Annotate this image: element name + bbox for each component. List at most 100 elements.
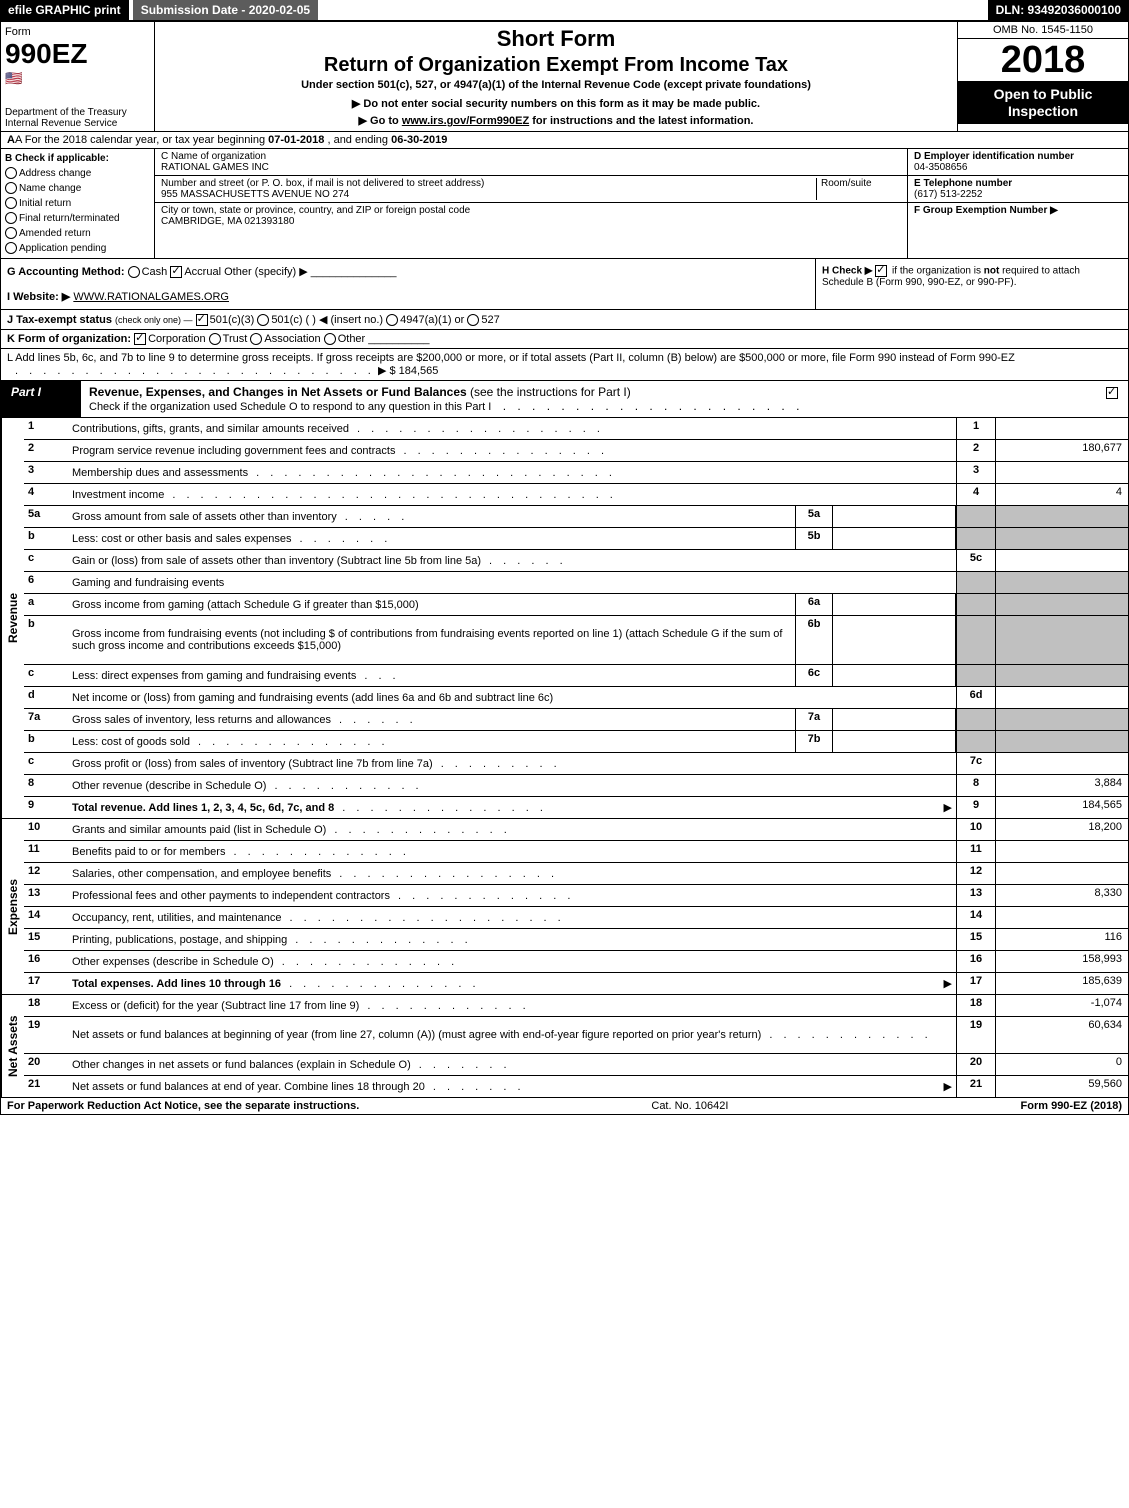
ein-value: 04-3508656 xyxy=(914,162,967,173)
line-19: 19 Net assets or fund balances at beginn… xyxy=(24,1017,1128,1054)
paperwork-notice: For Paperwork Reduction Act Notice, see … xyxy=(7,1100,359,1112)
efile-print-button[interactable]: efile GRAPHIC print xyxy=(0,0,129,20)
city-label: City or town, state or province, country… xyxy=(161,205,470,216)
header-left: Form 990EZ 🇺🇸 Department of the Treasury… xyxy=(1,22,155,131)
line-7b: b Less: cost of goods sold. . . . . . . … xyxy=(24,731,1128,753)
gross-receipts-value: $ 184,565 xyxy=(389,365,438,377)
tax-year: 2018 xyxy=(958,39,1128,82)
street-label: Number and street (or P. O. box, if mail… xyxy=(161,178,484,189)
col-b-checkboxes: B Check if applicable: Address change Na… xyxy=(1,149,155,258)
association-radio[interactable] xyxy=(250,333,262,345)
501c3-checkbox[interactable] xyxy=(196,314,208,326)
phone-label: E Telephone number xyxy=(914,178,1012,189)
line-15: 15 Printing, publications, postage, and … xyxy=(24,929,1128,951)
expenses-side-label: Expenses xyxy=(1,819,24,994)
line-6: 6 Gaming and fundraising events xyxy=(24,572,1128,594)
line-18: 18 Excess or (deficit) for the year (Sub… xyxy=(24,995,1128,1017)
accrual-checkbox[interactable] xyxy=(170,266,182,278)
department-label: Department of the Treasury Internal Reve… xyxy=(5,107,127,129)
line-5a: 5a Gross amount from sale of assets othe… xyxy=(24,506,1128,528)
part1-header: Part I Revenue, Expenses, and Changes in… xyxy=(0,381,1129,418)
accounting-method: G Accounting Method: Cash Accrual Other … xyxy=(1,259,816,309)
schedule-o-checkbox[interactable] xyxy=(1106,387,1118,399)
527-radio[interactable] xyxy=(467,314,479,326)
line-5b: b Less: cost or other basis and sales ex… xyxy=(24,528,1128,550)
revenue-rows: 1 Contributions, gifts, grants, and simi… xyxy=(24,418,1128,818)
cat-number: Cat. No. 10642I xyxy=(359,1100,1020,1112)
org-name: RATIONAL GAMES INC xyxy=(161,162,269,173)
netassets-rows: 18 Excess or (deficit) for the year (Sub… xyxy=(24,995,1128,1097)
room-label: Room/suite xyxy=(821,178,872,189)
city-value: CAMBRIDGE, MA 021393180 xyxy=(161,216,294,227)
row-j-tax-status: J Tax-exempt status (check only one) — 5… xyxy=(0,310,1129,330)
street-value: 955 MASSACHUSETTS AVENUE NO 274 xyxy=(161,189,349,200)
donot-enter: ▶ Do not enter social security numbers o… xyxy=(161,97,951,110)
form-number: 990EZ xyxy=(5,38,150,70)
form-header: Form 990EZ 🇺🇸 Department of the Treasury… xyxy=(0,21,1129,132)
part1-title: Revenue, Expenses, and Changes in Net As… xyxy=(81,381,1098,417)
website-label: I Website: ▶ xyxy=(7,291,70,303)
final-return-checkbox[interactable] xyxy=(5,212,17,224)
part1-checkbox-cell xyxy=(1098,381,1128,417)
line-6a: a Gross income from gaming (attach Sched… xyxy=(24,594,1128,616)
initial-return-checkbox[interactable] xyxy=(5,197,17,209)
application-pending-checkbox[interactable] xyxy=(5,242,17,254)
trust-radio[interactable] xyxy=(209,333,221,345)
short-form-title: Short Form xyxy=(161,26,951,52)
open-public-badge: Open to Public Inspection xyxy=(958,82,1128,124)
line-8: 8 Other revenue (describe in Schedule O)… xyxy=(24,775,1128,797)
row-gh: G Accounting Method: Cash Accrual Other … xyxy=(0,259,1129,310)
cash-radio[interactable] xyxy=(128,266,140,278)
line-14: 14 Occupancy, rent, utilities, and maint… xyxy=(24,907,1128,929)
line-7a: 7a Gross sales of inventory, less return… xyxy=(24,709,1128,731)
line-1: 1 Contributions, gifts, grants, and simi… xyxy=(24,418,1128,440)
line-9: 9 Total revenue. Add lines 1, 2, 3, 4, 5… xyxy=(24,797,1128,818)
top-bar: efile GRAPHIC print Submission Date - 20… xyxy=(0,0,1129,21)
netassets-section: Net Assets 18 Excess or (deficit) for th… xyxy=(0,995,1129,1098)
expenses-section: Expenses 10 Grants and similar amounts p… xyxy=(0,819,1129,995)
line-13: 13 Professional fees and other payments … xyxy=(24,885,1128,907)
form-word: Form xyxy=(5,26,150,38)
section-bcdef: B Check if applicable: Address change Na… xyxy=(0,149,1129,259)
irs-link[interactable]: www.irs.gov/Form990EZ xyxy=(402,115,529,127)
header-right: OMB No. 1545-1150 2018 Open to Public In… xyxy=(958,22,1128,131)
schedule-b-checkbox[interactable] xyxy=(875,265,887,277)
form-version: Form 990-EZ (2018) xyxy=(1021,1100,1122,1112)
address-change-checkbox[interactable] xyxy=(5,167,17,179)
line-17: 17 Total expenses. Add lines 10 through … xyxy=(24,973,1128,994)
goto-instructions: ▶ Go to www.irs.gov/Form990EZ for instru… xyxy=(161,114,951,127)
page-footer: For Paperwork Reduction Act Notice, see … xyxy=(0,1098,1129,1115)
group-exemption-label: F Group Exemption Number ▶ xyxy=(914,205,1058,216)
line-5c: c Gain or (loss) from sale of assets oth… xyxy=(24,550,1128,572)
dln-label: DLN: 93492036000100 xyxy=(988,0,1129,20)
line-4: 4 Investment income. . . . . . . . . . .… xyxy=(24,484,1128,506)
return-title: Return of Organization Exempt From Incom… xyxy=(161,54,951,77)
phone-value: (617) 513-2252 xyxy=(914,189,982,200)
line-2: 2 Program service revenue including gove… xyxy=(24,440,1128,462)
line-7c: c Gross profit or (loss) from sales of i… xyxy=(24,753,1128,775)
revenue-section: Revenue 1 Contributions, gifts, grants, … xyxy=(0,418,1129,819)
name-change-checkbox[interactable] xyxy=(5,182,17,194)
col-def: D Employer identification number 04-3508… xyxy=(908,149,1128,258)
line-21: 21 Net assets or fund balances at end of… xyxy=(24,1076,1128,1097)
submission-date-button[interactable]: Submission Date - 2020-02-05 xyxy=(133,0,318,20)
line-6c: c Less: direct expenses from gaming and … xyxy=(24,665,1128,687)
line-16: 16 Other expenses (describe in Schedule … xyxy=(24,951,1128,973)
other-org-radio[interactable] xyxy=(324,333,336,345)
line-6b: b Gross income from fundraising events (… xyxy=(24,616,1128,665)
row-l-gross-receipts: L Add lines 5b, 6c, and 7b to line 9 to … xyxy=(0,349,1129,381)
line-20: 20 Other changes in net assets or fund b… xyxy=(24,1054,1128,1076)
line-10: 10 Grants and similar amounts paid (list… xyxy=(24,819,1128,841)
501c-radio[interactable] xyxy=(257,314,269,326)
website-link[interactable]: WWW.RATIONALGAMES.ORG xyxy=(73,291,229,303)
line-12: 12 Salaries, other compensation, and emp… xyxy=(24,863,1128,885)
under-section: Under section 501(c), 527, or 4947(a)(1)… xyxy=(161,79,951,91)
4947-radio[interactable] xyxy=(386,314,398,326)
expenses-rows: 10 Grants and similar amounts paid (list… xyxy=(24,819,1128,994)
row-k-form-org: K Form of organization: Corporation Trus… xyxy=(0,330,1129,349)
line-3: 3 Membership dues and assessments. . . .… xyxy=(24,462,1128,484)
revenue-side-label: Revenue xyxy=(1,418,24,818)
org-name-label: C Name of organization xyxy=(161,151,266,162)
corporation-checkbox[interactable] xyxy=(134,333,146,345)
amended-return-checkbox[interactable] xyxy=(5,227,17,239)
